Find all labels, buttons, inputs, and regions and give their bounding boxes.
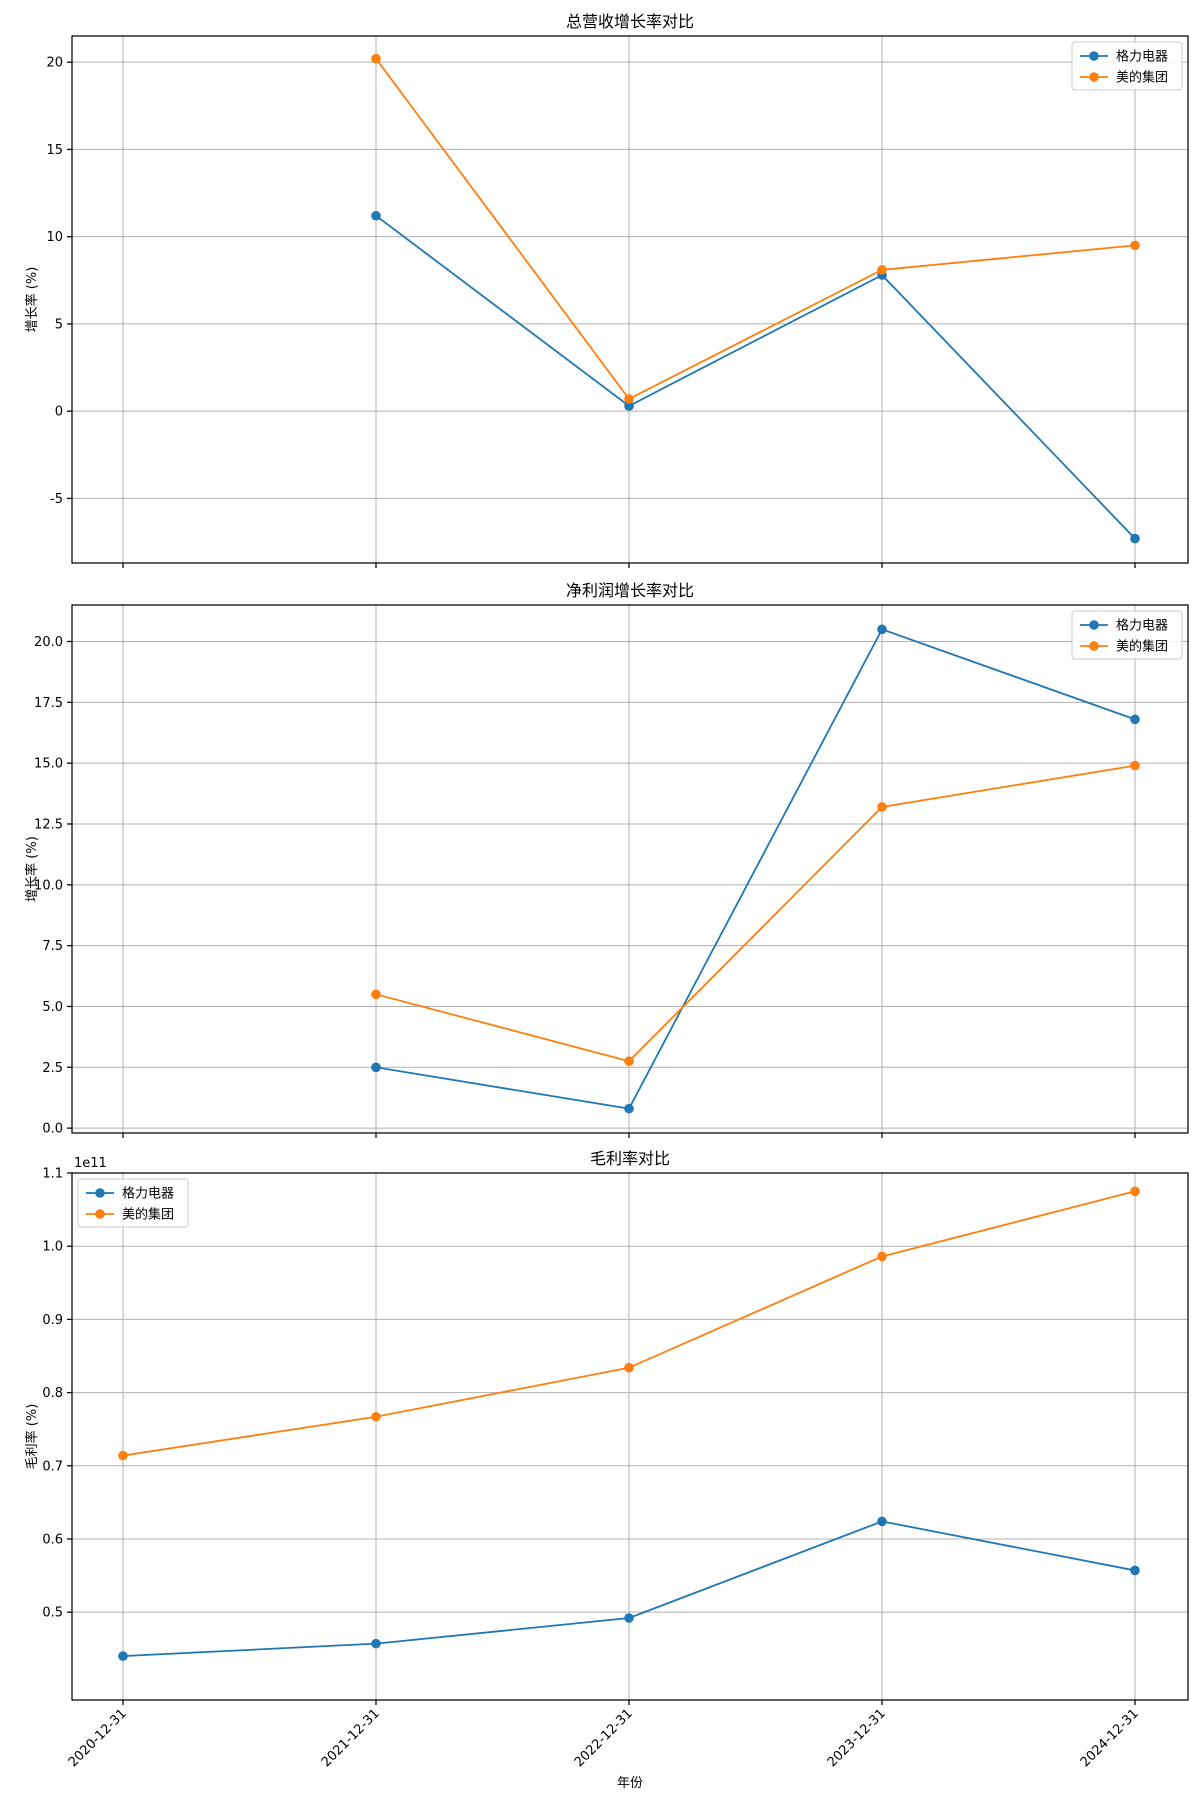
- x-tick-label: 2022-12-31: [572, 1706, 636, 1770]
- legend-label: 格力电器: [122, 1186, 174, 1202]
- data-point: [1130, 240, 1140, 251]
- data-point: [1130, 533, 1140, 544]
- legend-label: 格力电器: [1116, 49, 1168, 65]
- legend-marker: [1089, 72, 1099, 82]
- series-line-2: [375, 764, 1136, 1063]
- x-tick-label: 2021-12-31: [319, 1706, 383, 1770]
- y-axis-label: 增长率 (%): [24, 267, 40, 333]
- y-tick-label: 0.0: [42, 1122, 63, 1137]
- data-point: [624, 1362, 634, 1373]
- data-point: [1130, 1565, 1140, 1576]
- y-tick-label: 20: [46, 56, 63, 71]
- legend-box: [1071, 41, 1183, 91]
- legend-label: 格力电器: [1116, 618, 1168, 634]
- legend-marker: [1089, 620, 1099, 630]
- legend-box: [1071, 610, 1183, 660]
- chart-panel-3: 0.5 0.6 0.7 0.8 0.9 1.0 1.1 2020-12-31 2021-12-3…: [24, 1149, 1189, 1791]
- data-point: [371, 1411, 381, 1422]
- data-point: [877, 1516, 887, 1527]
- x-axis-label: 年份: [617, 1776, 643, 1791]
- legend-label: 美的集团: [122, 1207, 174, 1223]
- plot-frame: [71, 35, 1189, 564]
- data-point: [877, 265, 887, 275]
- plot-frame: [71, 604, 1189, 1134]
- legend-marker: [95, 1209, 105, 1219]
- data-point: [1130, 1186, 1140, 1197]
- y-tick-label: 0.7: [42, 1459, 63, 1474]
- y-tick-label: 15.0: [34, 757, 63, 772]
- data-point: [371, 1638, 381, 1649]
- series-line-1: [375, 628, 1136, 1110]
- chart-title: 毛利率对比: [590, 1149, 670, 1168]
- y-tick-label: -5: [50, 492, 63, 507]
- data-point: [1130, 760, 1140, 771]
- y-offset-label: 1e11: [74, 1156, 107, 1171]
- y-tick-label: 15: [46, 143, 63, 158]
- x-tick-label: 2020-12-31: [66, 1706, 130, 1770]
- chart-title: 总营收增长率对比: [566, 12, 694, 31]
- y-tick-label: 0.6: [42, 1532, 63, 1547]
- data-point: [877, 1251, 887, 1262]
- y-tick-label: 0.9: [42, 1313, 63, 1328]
- y-tick-label: 0.5: [42, 1606, 63, 1621]
- data-point: [118, 1450, 128, 1461]
- y-axis-label: 增长率 (%): [24, 836, 40, 902]
- legend-marker: [95, 1188, 105, 1198]
- y-tick-label: 2.5: [42, 1061, 63, 1076]
- series-line-1: [375, 215, 1136, 540]
- data-point: [624, 1613, 634, 1623]
- legend-marker: [1089, 51, 1099, 61]
- data-point: [371, 53, 381, 64]
- y-tick-label: 12.5: [34, 817, 63, 832]
- x-tick-label: 2024-12-31: [1078, 1706, 1142, 1770]
- data-point: [118, 1651, 128, 1661]
- y-tick-label: 7.5: [42, 939, 63, 954]
- y-tick-label: 1.1: [42, 1167, 63, 1182]
- chart-panel-2: 0.0 2.5 5.0 7.5 10.0 12.5 15.0 17.5 20.0 净利润增长率对比…: [24, 581, 1189, 1138]
- data-point: [624, 394, 634, 404]
- data-point: [371, 989, 381, 1000]
- legend-label: 美的集团: [1116, 639, 1168, 655]
- y-tick-label: 0.8: [42, 1386, 63, 1401]
- y-tick-label: 10.0: [34, 878, 63, 893]
- data-point: [877, 802, 887, 812]
- y-tick-label: 0: [55, 405, 63, 420]
- y-tick-label: 20.0: [34, 635, 63, 650]
- y-tick-label: 5: [55, 317, 63, 332]
- x-tick-label: 2023-12-31: [825, 1706, 889, 1770]
- y-axis-label: 毛利率 (%): [24, 1404, 40, 1470]
- series-line-2: [375, 58, 1136, 401]
- data-point: [877, 624, 887, 635]
- legend-marker: [1089, 641, 1099, 651]
- data-point: [624, 1103, 634, 1114]
- data-point: [624, 401, 634, 411]
- data-point: [371, 1062, 381, 1073]
- plot-frame: [71, 1172, 1189, 1701]
- chart-title: 净利润增长率对比: [566, 581, 694, 600]
- data-point: [371, 210, 381, 221]
- y-tick-label: 10: [46, 230, 63, 245]
- data-point: [1130, 714, 1140, 725]
- data-point: [624, 1056, 634, 1067]
- y-tick-label: 5.0: [42, 1000, 63, 1015]
- y-tick-label: 17.5: [34, 696, 63, 711]
- legend-box: [77, 1178, 189, 1228]
- legend-label: 美的集团: [1116, 70, 1168, 86]
- y-tick-label: 1.0: [42, 1240, 63, 1255]
